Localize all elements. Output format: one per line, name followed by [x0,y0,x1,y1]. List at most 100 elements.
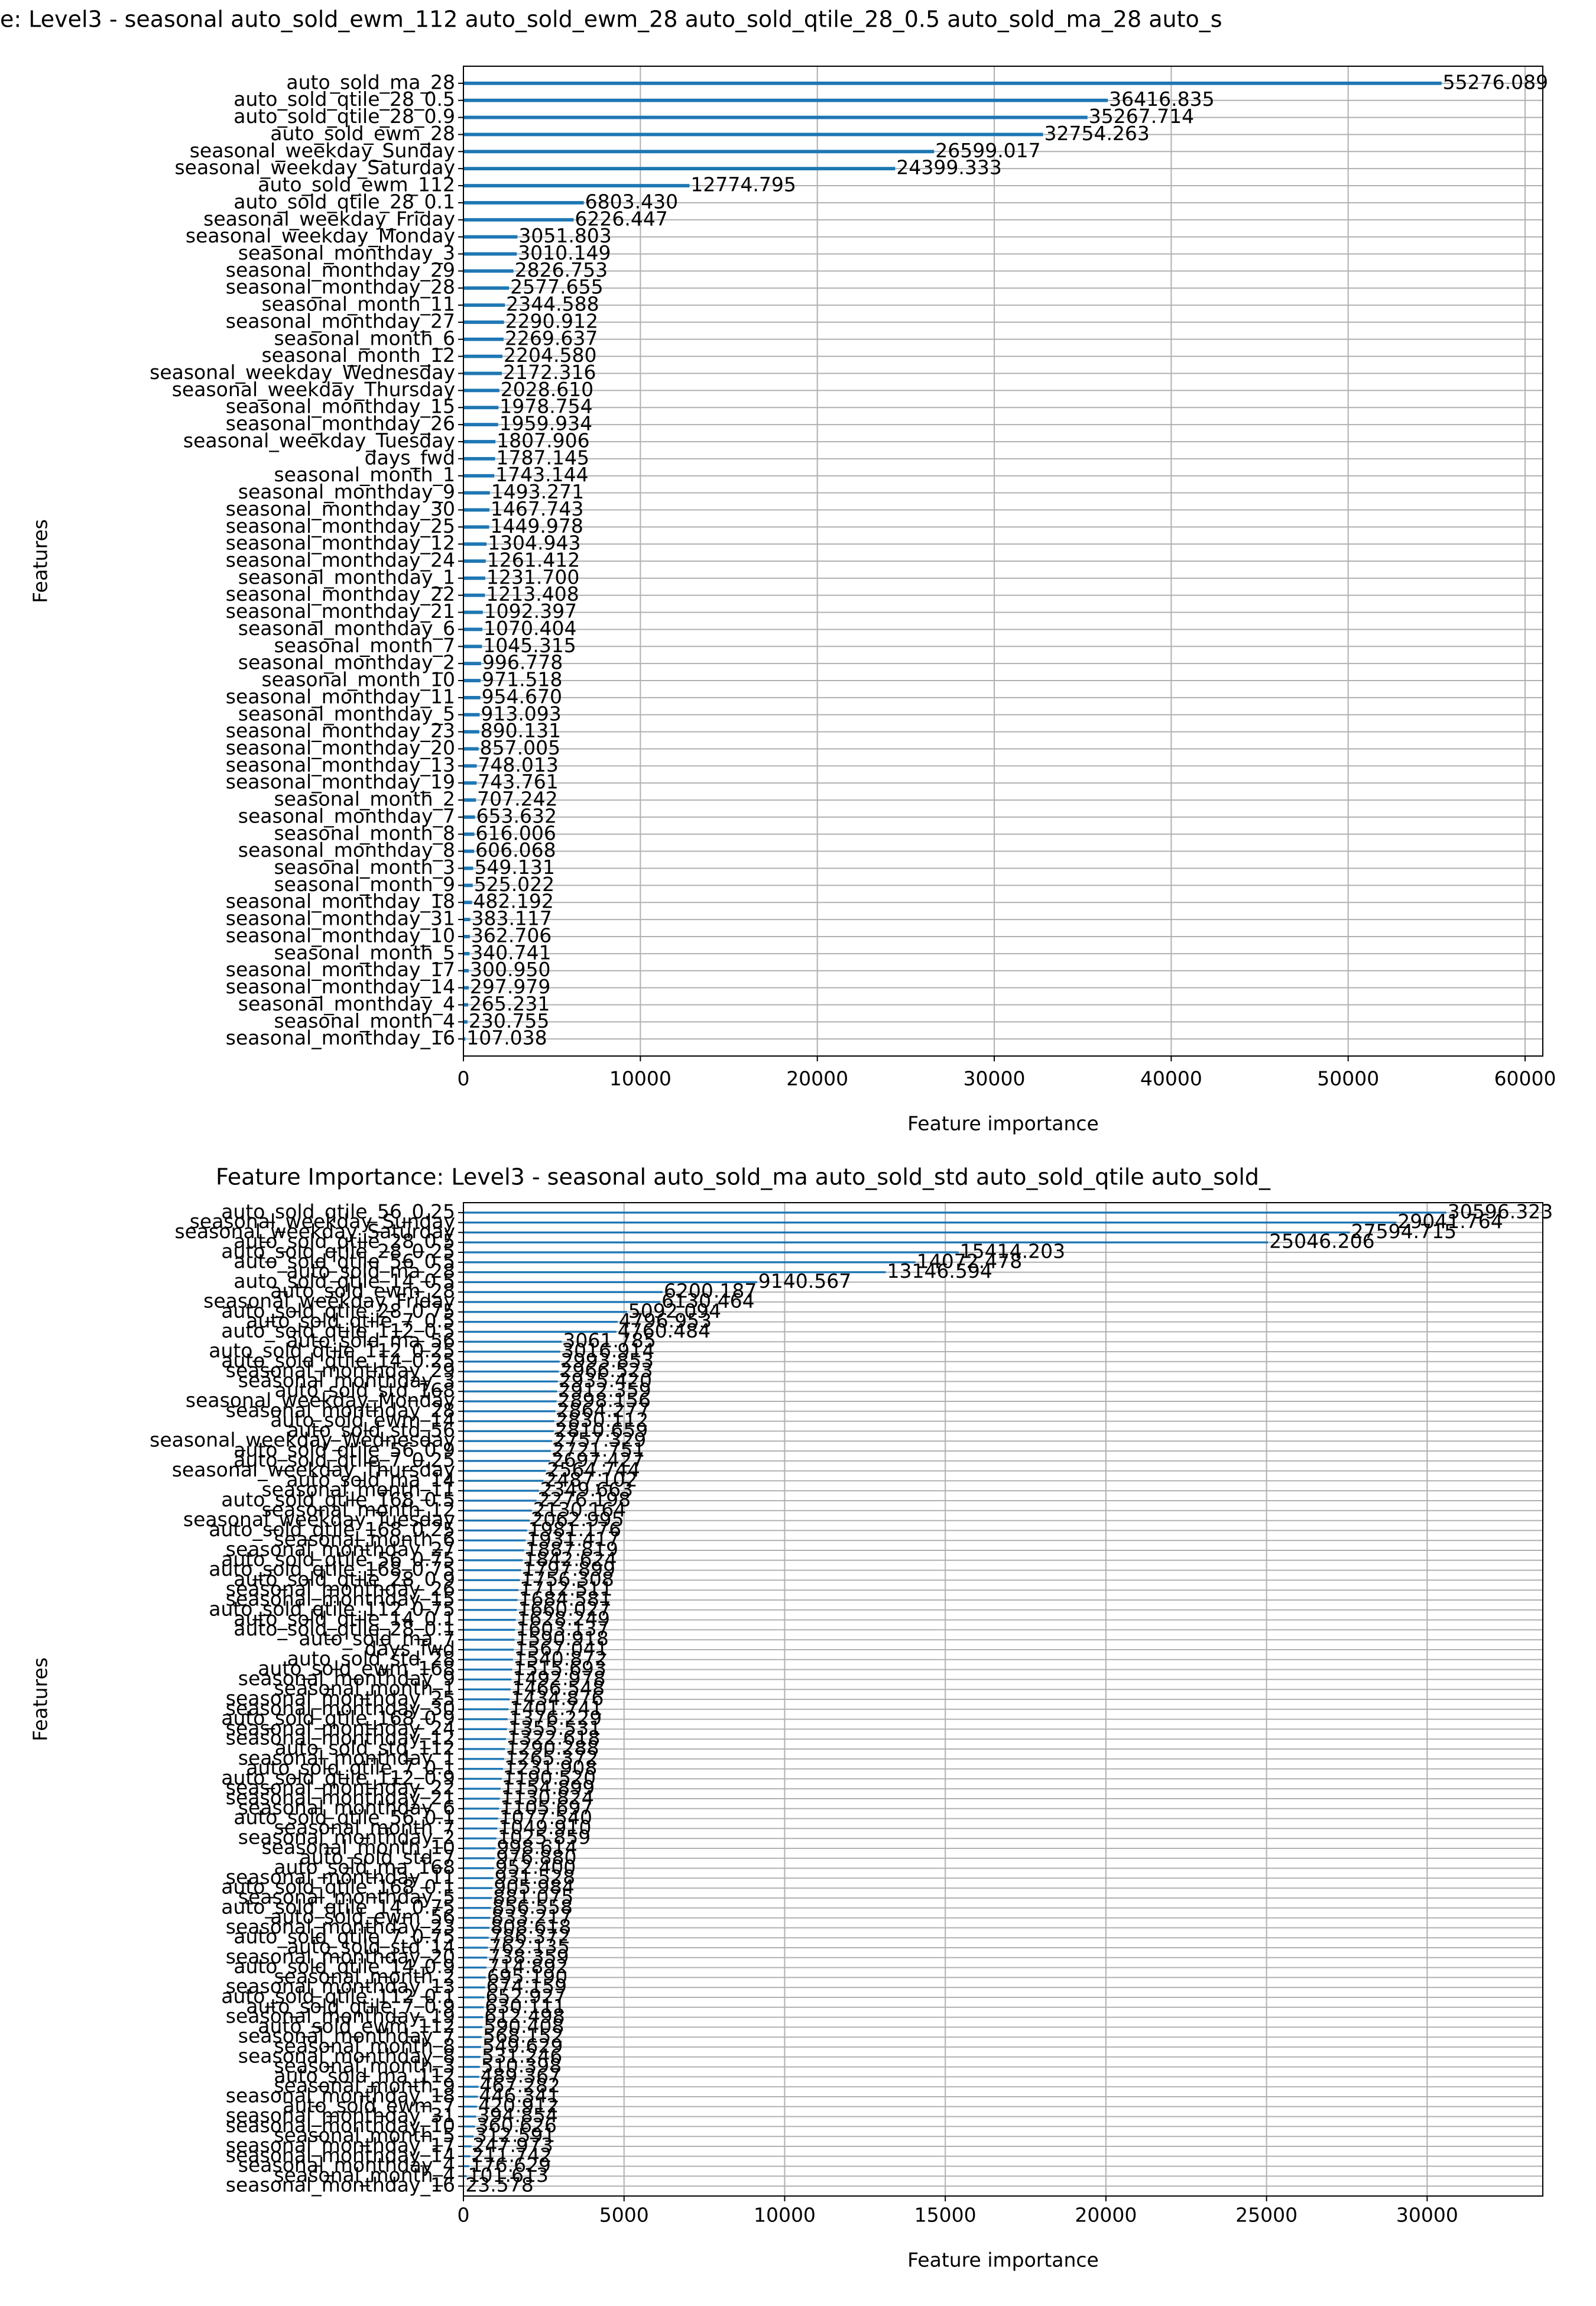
value-label: 1401.741 [510,1696,602,1719]
value-label: 2757.329 [553,1429,646,1452]
bar [463,1758,504,1760]
y-tick-label: auto_sold_ma_112 [274,2064,455,2087]
value-label: 674.159 [486,1975,567,1998]
value-label: 394.854 [477,2104,557,2127]
y-tick-label: auto_sold_qtile_28_0.75 [221,1299,455,1322]
value-label: 1978.754 [499,395,592,418]
value-label: 230.755 [469,1009,549,1032]
bar [463,525,489,529]
bar [463,1440,552,1442]
y-tick-label: seasonal_monthday_24 [226,549,455,572]
y-tick-label: auto_sold_qtile_7_0.25 [233,1448,455,1471]
bar [463,201,584,205]
value-label: 247.973 [472,2134,553,2157]
y-tick-label: seasonal_monthday_24 [226,1716,455,1740]
y-tick-label: auto_sold_ma_28 [286,70,455,93]
bar [463,167,896,171]
bar [463,371,502,375]
bar [463,456,495,461]
value-label: 2130.164 [533,1498,626,1521]
value-label: 616.006 [475,821,556,844]
x-tick-label: 0 [458,2204,470,2227]
bar [463,1340,562,1343]
y-tick-label: seasonal_month_5 [274,941,455,964]
bar [463,1330,617,1333]
value-label: 2935.420 [559,1369,652,1392]
y-tick-label: auto_sold_qtile_14_0.25 [221,1349,455,1372]
y-tick-label: seasonal_weekday_Tuesday [183,429,455,452]
y-tick-label: auto_sold_qtile_56_0.75 [221,1547,455,1570]
y-tick-label: auto_sold_qtile_14_0.75 [221,1895,455,1918]
bar [463,1698,510,1701]
value-label: 14072.478 [917,1249,1022,1272]
value-label: 762.135 [489,1935,569,1958]
value-label: 6200.187 [664,1280,757,1303]
y-tick-label: seasonal_monthday_27 [226,309,455,332]
value-label: 1590.918 [515,1627,608,1650]
y-tick-label: seasonal_monthday_26 [226,412,455,435]
value-label: 748.013 [478,753,558,776]
bar [463,969,469,973]
bar [463,1947,488,1949]
y-tick-label: auto_sold_ewm_28 [270,1280,455,1303]
bar [463,423,498,426]
y-tick-label: auto_sold_qtile_7_0.1 [246,1756,455,1779]
y-tick-label: seasonal_monthday_11 [226,1865,455,1889]
y-tick-label: auto_sold_qtile_168_0.5 [221,1488,455,1511]
value-label: 1787.145 [496,446,589,469]
y-tick-label: seasonal_monthday_21 [226,600,455,623]
value-label: 695.190 [487,1965,567,1988]
value-label: 211.742 [472,2143,552,2166]
bar [463,2046,481,2048]
value-label: 420.912 [478,2094,559,2117]
bar [463,1221,1397,1224]
bar [463,2085,479,2088]
bar [463,593,485,597]
bar [463,662,481,666]
value-label: 1092.397 [484,600,577,623]
value-label: 383.117 [471,907,552,930]
y-tick-label: auto_sold_std_56 [287,1418,455,1442]
y-tick-label: seasonal_monthday_23 [226,719,455,742]
y-tick-label: auto_sold_ewm_14 [270,1408,455,1431]
y-tick-label: seasonal_month_7 [274,1816,455,1839]
value-label: 3010.149 [518,241,611,264]
y-tick-label: seasonal_monthday_28 [226,1398,455,1421]
y-tick-label: seasonal_monthday_20 [226,1945,455,1968]
bar [463,1748,505,1750]
value-label: 1449.978 [490,514,583,537]
y-tick-label: seasonal_month_8 [274,2035,455,2058]
bar [463,2096,478,2098]
y-tick-label: seasonal_monthday_5 [238,1886,455,1909]
y-tick-label: seasonal_month_3 [274,856,455,879]
value-label: 467.282 [479,2074,560,2097]
bar [463,474,495,478]
y-tick-label: auto_sold_qtile_28_0.5 [233,88,455,111]
y-tick-label: auto_sold_ma_168 [274,1855,455,1879]
x-tick-label: 10000 [754,2204,816,2227]
bar [463,1609,517,1611]
value-label: 1467.743 [491,497,583,520]
y-tick-label: seasonal_weekday_Wednesday [150,1429,455,1452]
value-label: 1628.249 [517,1607,609,1630]
bar [463,798,476,802]
bar [463,1787,501,1790]
bar [463,252,517,256]
bar [463,1648,514,1651]
value-label: 2898.156 [558,1389,651,1412]
value-label: 1959.934 [499,412,592,435]
y-tick-label: auto_sold_std_112 [275,1737,455,1760]
y-tick-label: seasonal_monthday_30 [226,1696,455,1719]
y-tick-label: auto_sold_qtile_112_0.5 [221,1319,455,1342]
value-label: 489.367 [481,2064,561,2087]
x-tick-label: 5000 [599,2204,649,2227]
value-label: 482.192 [473,890,553,913]
y-tick-label: seasonal_month_1 [274,1677,455,1700]
value-label: 612.498 [484,2004,565,2028]
y-tick-label: seasonal_monthday_23 [226,1915,455,1938]
value-label: 55276.089 [1443,70,1548,93]
y-tick-label: seasonal_monthday_30 [226,497,455,520]
y-tick-label: seasonal_weekday_Sunday [190,1210,455,1233]
value-label: 1130.824 [501,1786,593,1809]
value-label: 525.022 [474,873,554,896]
